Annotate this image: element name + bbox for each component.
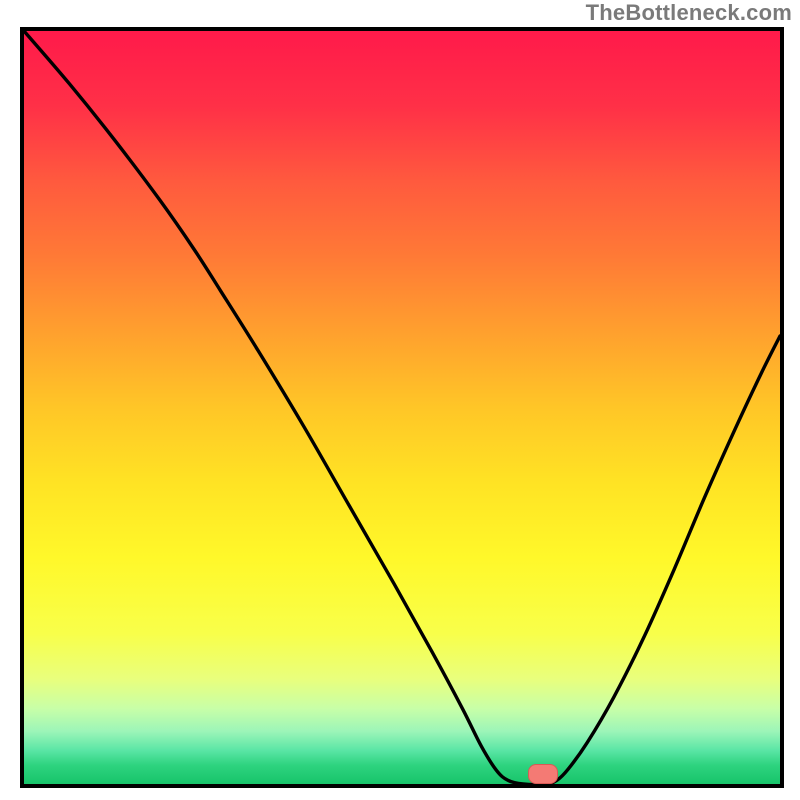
curve-overlay (24, 31, 780, 784)
bottleneck-curve (24, 31, 780, 784)
plot-area (24, 31, 780, 784)
optimum-marker (528, 764, 558, 784)
source-watermark: TheBottleneck.com (586, 0, 792, 26)
chart-canvas: TheBottleneck.com (0, 0, 800, 800)
